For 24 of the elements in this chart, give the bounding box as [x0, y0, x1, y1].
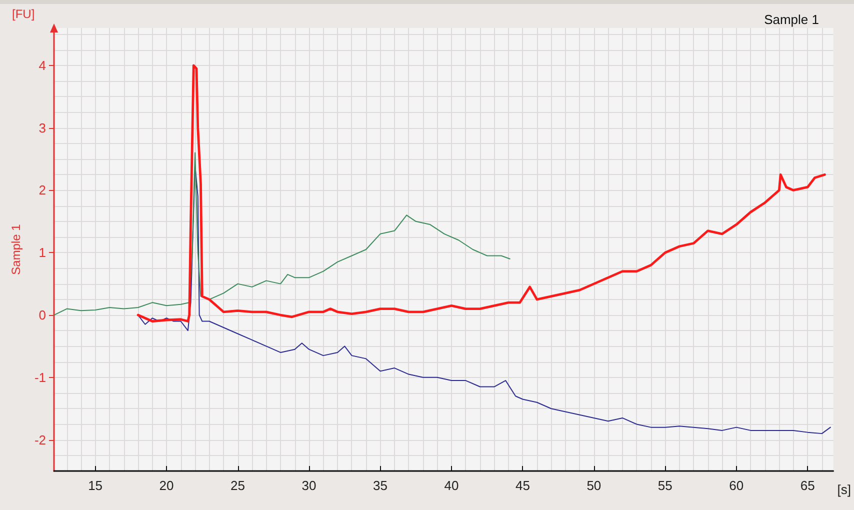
- x-tick-label: 50: [586, 478, 602, 493]
- x-tick-label: 15: [88, 478, 103, 493]
- y-tick-label: 2: [38, 182, 46, 198]
- x-tick-label: 35: [373, 478, 388, 493]
- x-tick-label: 30: [302, 478, 316, 493]
- x-tick-label: 60: [729, 478, 744, 493]
- x-axis-title: [s]: [837, 482, 852, 497]
- line-series: [54, 152, 510, 316]
- x-tick-label: 40: [444, 478, 459, 493]
- x-tick-label: 20: [159, 478, 174, 493]
- line-series: [136, 64, 826, 322]
- y-tick-label: 1: [38, 245, 46, 260]
- x-tick-label: 55: [658, 478, 672, 493]
- x-tick-label: 25: [230, 478, 246, 493]
- text: [FU]: [12, 7, 35, 21]
- y-tick-label: 0: [38, 308, 46, 323]
- y-tick-label: -1: [34, 370, 46, 385]
- y-tick-label: 3: [38, 120, 46, 136]
- x-tick-label: 45: [515, 478, 530, 493]
- y-tick-label: 4: [38, 58, 46, 73]
- chart-title: Sample 1: [764, 12, 819, 27]
- y-tick-label: -2: [34, 432, 46, 448]
- y-axis-title: Sample 1: [9, 224, 23, 275]
- x-tick-label: 65: [800, 478, 815, 493]
